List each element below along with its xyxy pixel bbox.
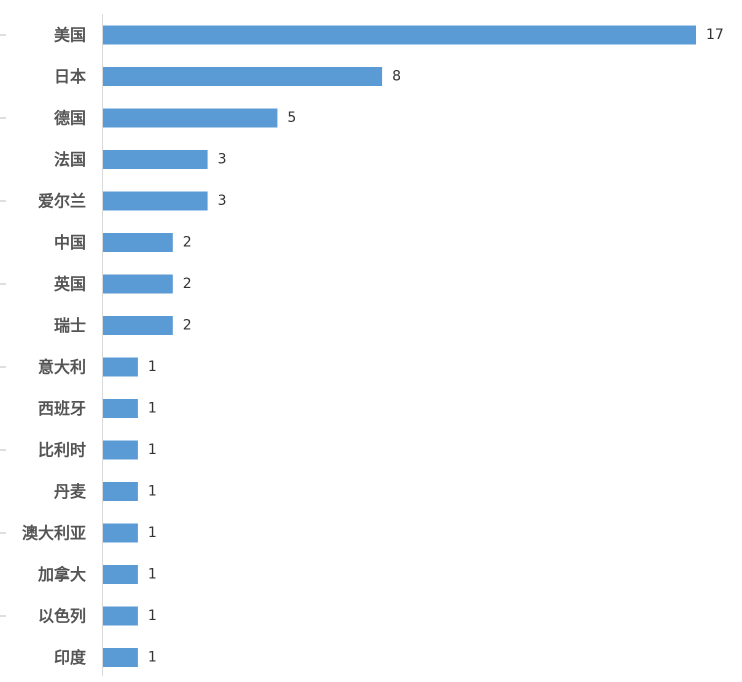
bar-3 xyxy=(103,150,208,169)
value-label-10: 1 xyxy=(148,442,157,458)
category-label-8: 意大利 xyxy=(38,358,86,377)
bar-5 xyxy=(103,233,173,252)
bar-0 xyxy=(103,25,696,45)
value-label-8: 1 xyxy=(148,359,157,375)
bar-12 xyxy=(103,523,138,543)
bar-1 xyxy=(103,67,383,86)
category-label-3: 法国 xyxy=(54,150,86,169)
category-label-7: 瑞士 xyxy=(54,316,86,335)
value-label-9: 1 xyxy=(148,401,157,417)
value-label-11: 1 xyxy=(148,484,157,500)
category-label-5: 中国 xyxy=(54,233,86,252)
category-label-11: 丹麦 xyxy=(54,482,87,501)
bars-group xyxy=(103,25,696,667)
bar-8 xyxy=(103,357,138,377)
value-labels: 17 8 5 3 3 2 2 2 1 1 1 1 1 1 1 1 xyxy=(148,27,724,666)
value-label-3: 3 xyxy=(218,152,227,168)
bar-2 xyxy=(103,108,278,128)
category-label-6: 英国 xyxy=(53,275,86,294)
value-label-7: 2 xyxy=(183,318,192,334)
value-label-15: 1 xyxy=(148,650,157,666)
value-label-14: 1 xyxy=(148,608,157,624)
bar-6 xyxy=(103,274,173,294)
value-label-13: 1 xyxy=(148,567,157,583)
bar-4 xyxy=(103,191,208,211)
value-label-0: 17 xyxy=(706,27,724,43)
value-label-6: 2 xyxy=(183,276,192,292)
value-label-2: 5 xyxy=(287,110,296,126)
bar-15 xyxy=(103,648,138,667)
category-label-2: 德国 xyxy=(54,109,86,128)
bar-13 xyxy=(103,565,138,584)
left-tick-marks xyxy=(0,34,6,617)
value-label-4: 3 xyxy=(218,193,227,209)
category-label-13: 加拿大 xyxy=(37,565,86,584)
category-label-4: 爱尔兰 xyxy=(38,192,86,211)
category-label-12: 澳大利亚 xyxy=(22,524,86,543)
category-label-15: 印度 xyxy=(54,648,87,667)
bar-14 xyxy=(103,606,138,626)
category-label-14: 以色列 xyxy=(38,607,86,626)
category-label-0: 美国 xyxy=(54,26,86,45)
category-label-1: 日本 xyxy=(54,67,86,86)
value-label-5: 2 xyxy=(183,235,192,251)
bar-10 xyxy=(103,440,138,460)
value-label-1: 8 xyxy=(392,69,401,85)
bar-9 xyxy=(103,399,138,418)
category-label-9: 西班牙 xyxy=(38,399,86,418)
category-label-10: 比利时 xyxy=(38,441,86,460)
value-label-12: 1 xyxy=(148,525,157,541)
bar-7 xyxy=(103,316,173,335)
bar-11 xyxy=(103,482,138,501)
